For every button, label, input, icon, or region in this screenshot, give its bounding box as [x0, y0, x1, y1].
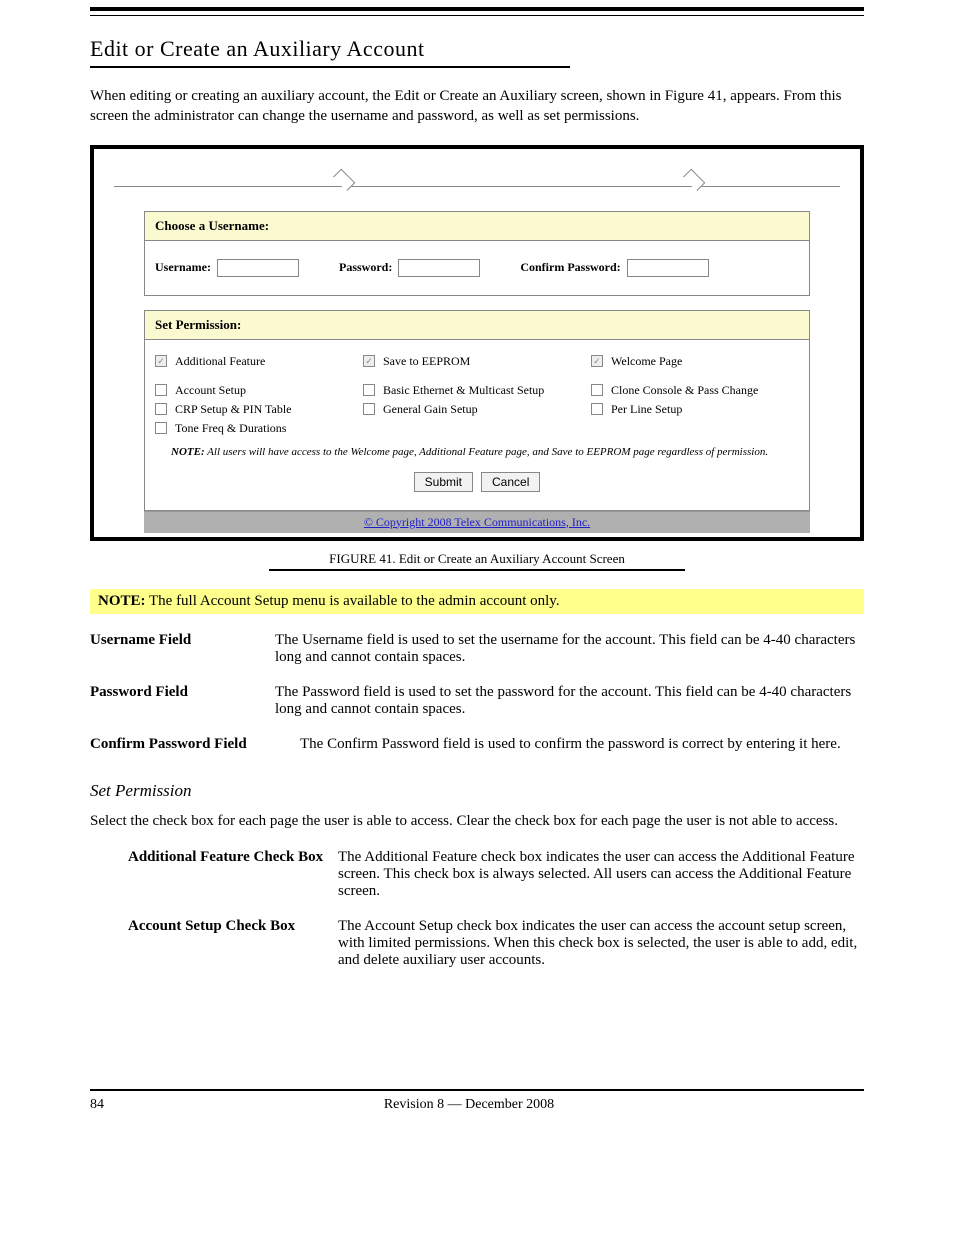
section-heading-underline — [90, 66, 570, 68]
confirm-password-label: Confirm Password: — [520, 260, 620, 275]
checkbox-tone-freq[interactable] — [155, 422, 167, 434]
cancel-button[interactable]: Cancel — [481, 472, 540, 492]
checkbox-account-setup[interactable] — [155, 384, 167, 396]
checkbox-per-line[interactable] — [591, 403, 603, 415]
username-input[interactable] — [217, 259, 299, 277]
username-label: Username: — [155, 260, 211, 275]
header-right: C-6200 — [819, 0, 864, 2]
password-input[interactable] — [398, 259, 480, 277]
screenshot-figure: Choose a Username: Username: Password: C… — [90, 145, 864, 541]
checkbox-ethernet-multicast[interactable] — [363, 384, 375, 396]
perm-welcome-page: Welcome Page — [611, 354, 682, 369]
header-left: Web Browser — [90, 0, 169, 2]
copyright-bar: © Copyright 2008 Telex Communications, I… — [144, 511, 810, 533]
def-term-confirm: Confirm Password Field — [90, 736, 300, 753]
perm-account-setup: Account Setup — [175, 383, 246, 398]
def-desc-account-setup: The Account Setup check box indicates th… — [338, 918, 864, 969]
top-rule-heavy — [90, 7, 864, 11]
checkbox-crp-pin[interactable] — [155, 403, 167, 415]
def-term-password: Password Field — [90, 684, 275, 701]
def-desc-additional: The Additional Feature check box indicat… — [338, 849, 864, 900]
def-desc-username: The Username field is used to set the us… — [275, 632, 864, 666]
set-permission-intro: Select the check box for each page the u… — [90, 811, 864, 831]
checkbox-welcome-page: ✓ — [591, 355, 603, 367]
perm-additional-feature: Additional Feature — [175, 354, 265, 369]
section-intro: When editing or creating an auxiliary ac… — [90, 86, 864, 127]
perm-clone-console: Clone Console & Pass Change — [611, 383, 758, 398]
confirm-password-input[interactable] — [627, 259, 709, 277]
footer-center: Revision 8 — December 2008 — [104, 1097, 834, 1113]
perm-ethernet-multicast: Basic Ethernet & Multicast Setup — [383, 383, 544, 398]
checkbox-clone-console[interactable] — [591, 384, 603, 396]
def-desc-password: The Password field is used to set the pa… — [275, 684, 864, 718]
def-term-additional: Additional Feature Check Box — [128, 849, 338, 866]
set-permission-subhead: Set Permission — [90, 781, 864, 801]
def-term-username: Username Field — [90, 632, 275, 649]
perm-tone-freq: Tone Freq & Durations — [175, 421, 286, 436]
note-box: NOTE: The full Account Setup menu is ava… — [90, 589, 864, 614]
top-rule-light — [90, 15, 864, 16]
def-term-account-setup: Account Setup Check Box — [128, 918, 338, 935]
set-permission-header: Set Permission: — [145, 311, 809, 340]
perm-gain-setup: General Gain Setup — [383, 402, 478, 417]
choose-username-header: Choose a Username: — [145, 212, 809, 241]
submit-button[interactable]: Submit — [414, 472, 473, 492]
perm-save-eeprom: Save to EEPROM — [383, 354, 470, 369]
checkbox-save-eeprom: ✓ — [363, 355, 375, 367]
section-heading: Edit or Create an Auxiliary Account — [90, 36, 864, 62]
def-desc-confirm: The Confirm Password field is used to co… — [300, 736, 864, 753]
checkbox-gain-setup[interactable] — [363, 403, 375, 415]
perm-crp-pin: CRP Setup & PIN Table — [175, 402, 292, 417]
figure-caption: FIGURE 41. Edit or Create an Auxiliary A… — [269, 551, 685, 571]
password-label: Password: — [339, 260, 392, 275]
perm-per-line: Per Line Setup — [611, 402, 682, 417]
page-number: 84 — [90, 1097, 104, 1113]
checkbox-additional-feature: ✓ — [155, 355, 167, 367]
